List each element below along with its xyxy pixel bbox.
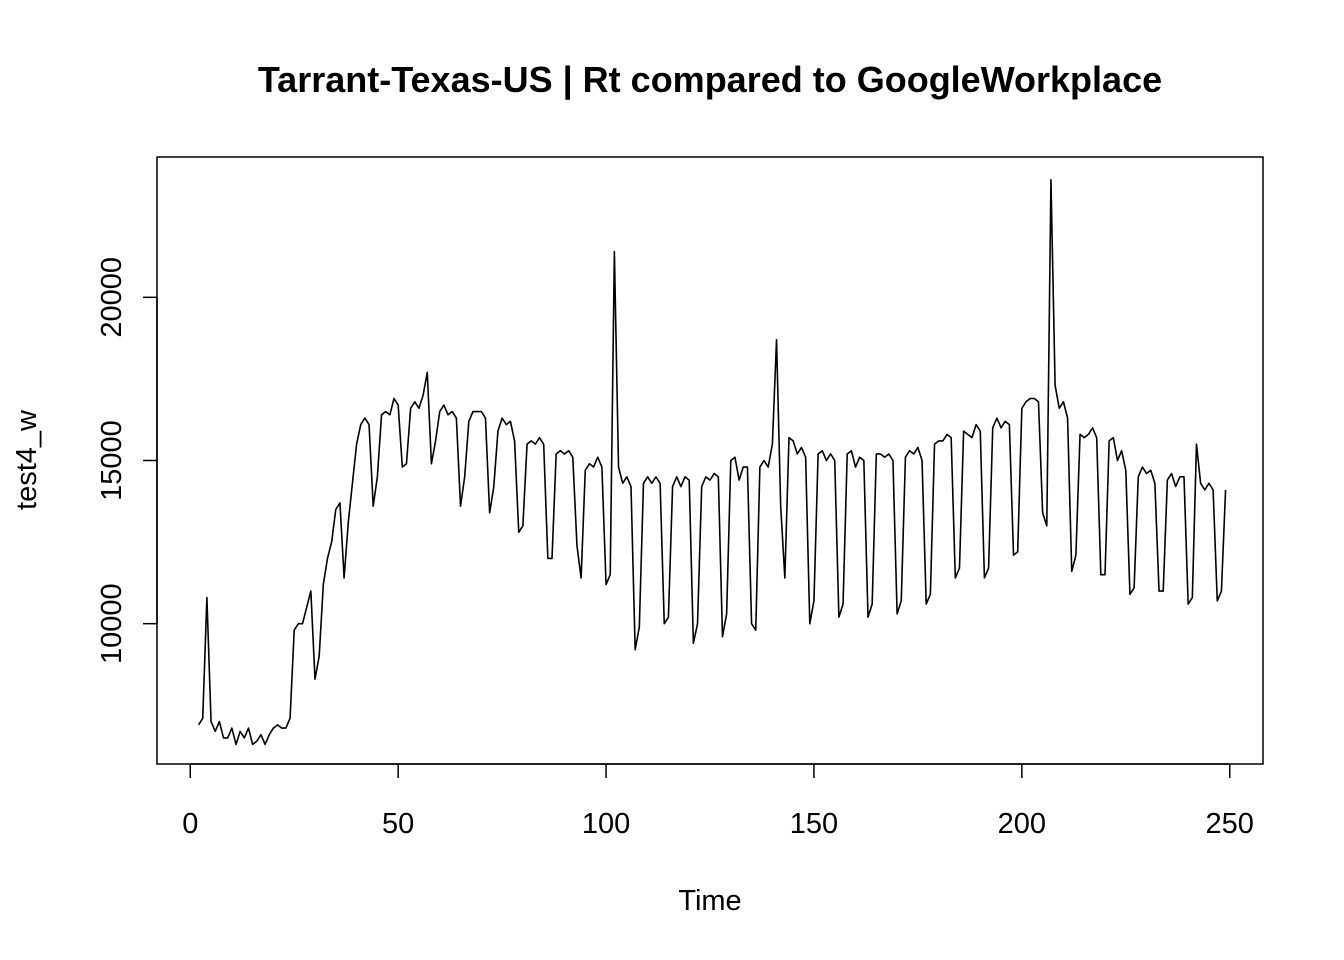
x-axis-label: Time [678,885,741,917]
x-tick-label: 150 [790,808,838,840]
x-tick-label: 250 [1206,808,1254,840]
y-tick-label: 15000 [96,420,128,501]
x-axis: 0 50 100 150 200 250 [182,763,1254,840]
x-tick-label: 100 [582,808,630,840]
y-axis-label: test4_w [11,409,43,510]
x-tick-label: 200 [998,808,1046,840]
x-tick-label: 50 [382,808,414,840]
y-tick-label: 20000 [96,257,128,338]
series-line [197,179,1227,746]
chart-title: Tarrant-Texas-US | Rt compared to Google… [258,59,1162,101]
y-axis: 10000 15000 20000 [96,257,158,664]
y-tick-label: 10000 [96,583,128,664]
x-tick-label: 0 [182,808,198,840]
